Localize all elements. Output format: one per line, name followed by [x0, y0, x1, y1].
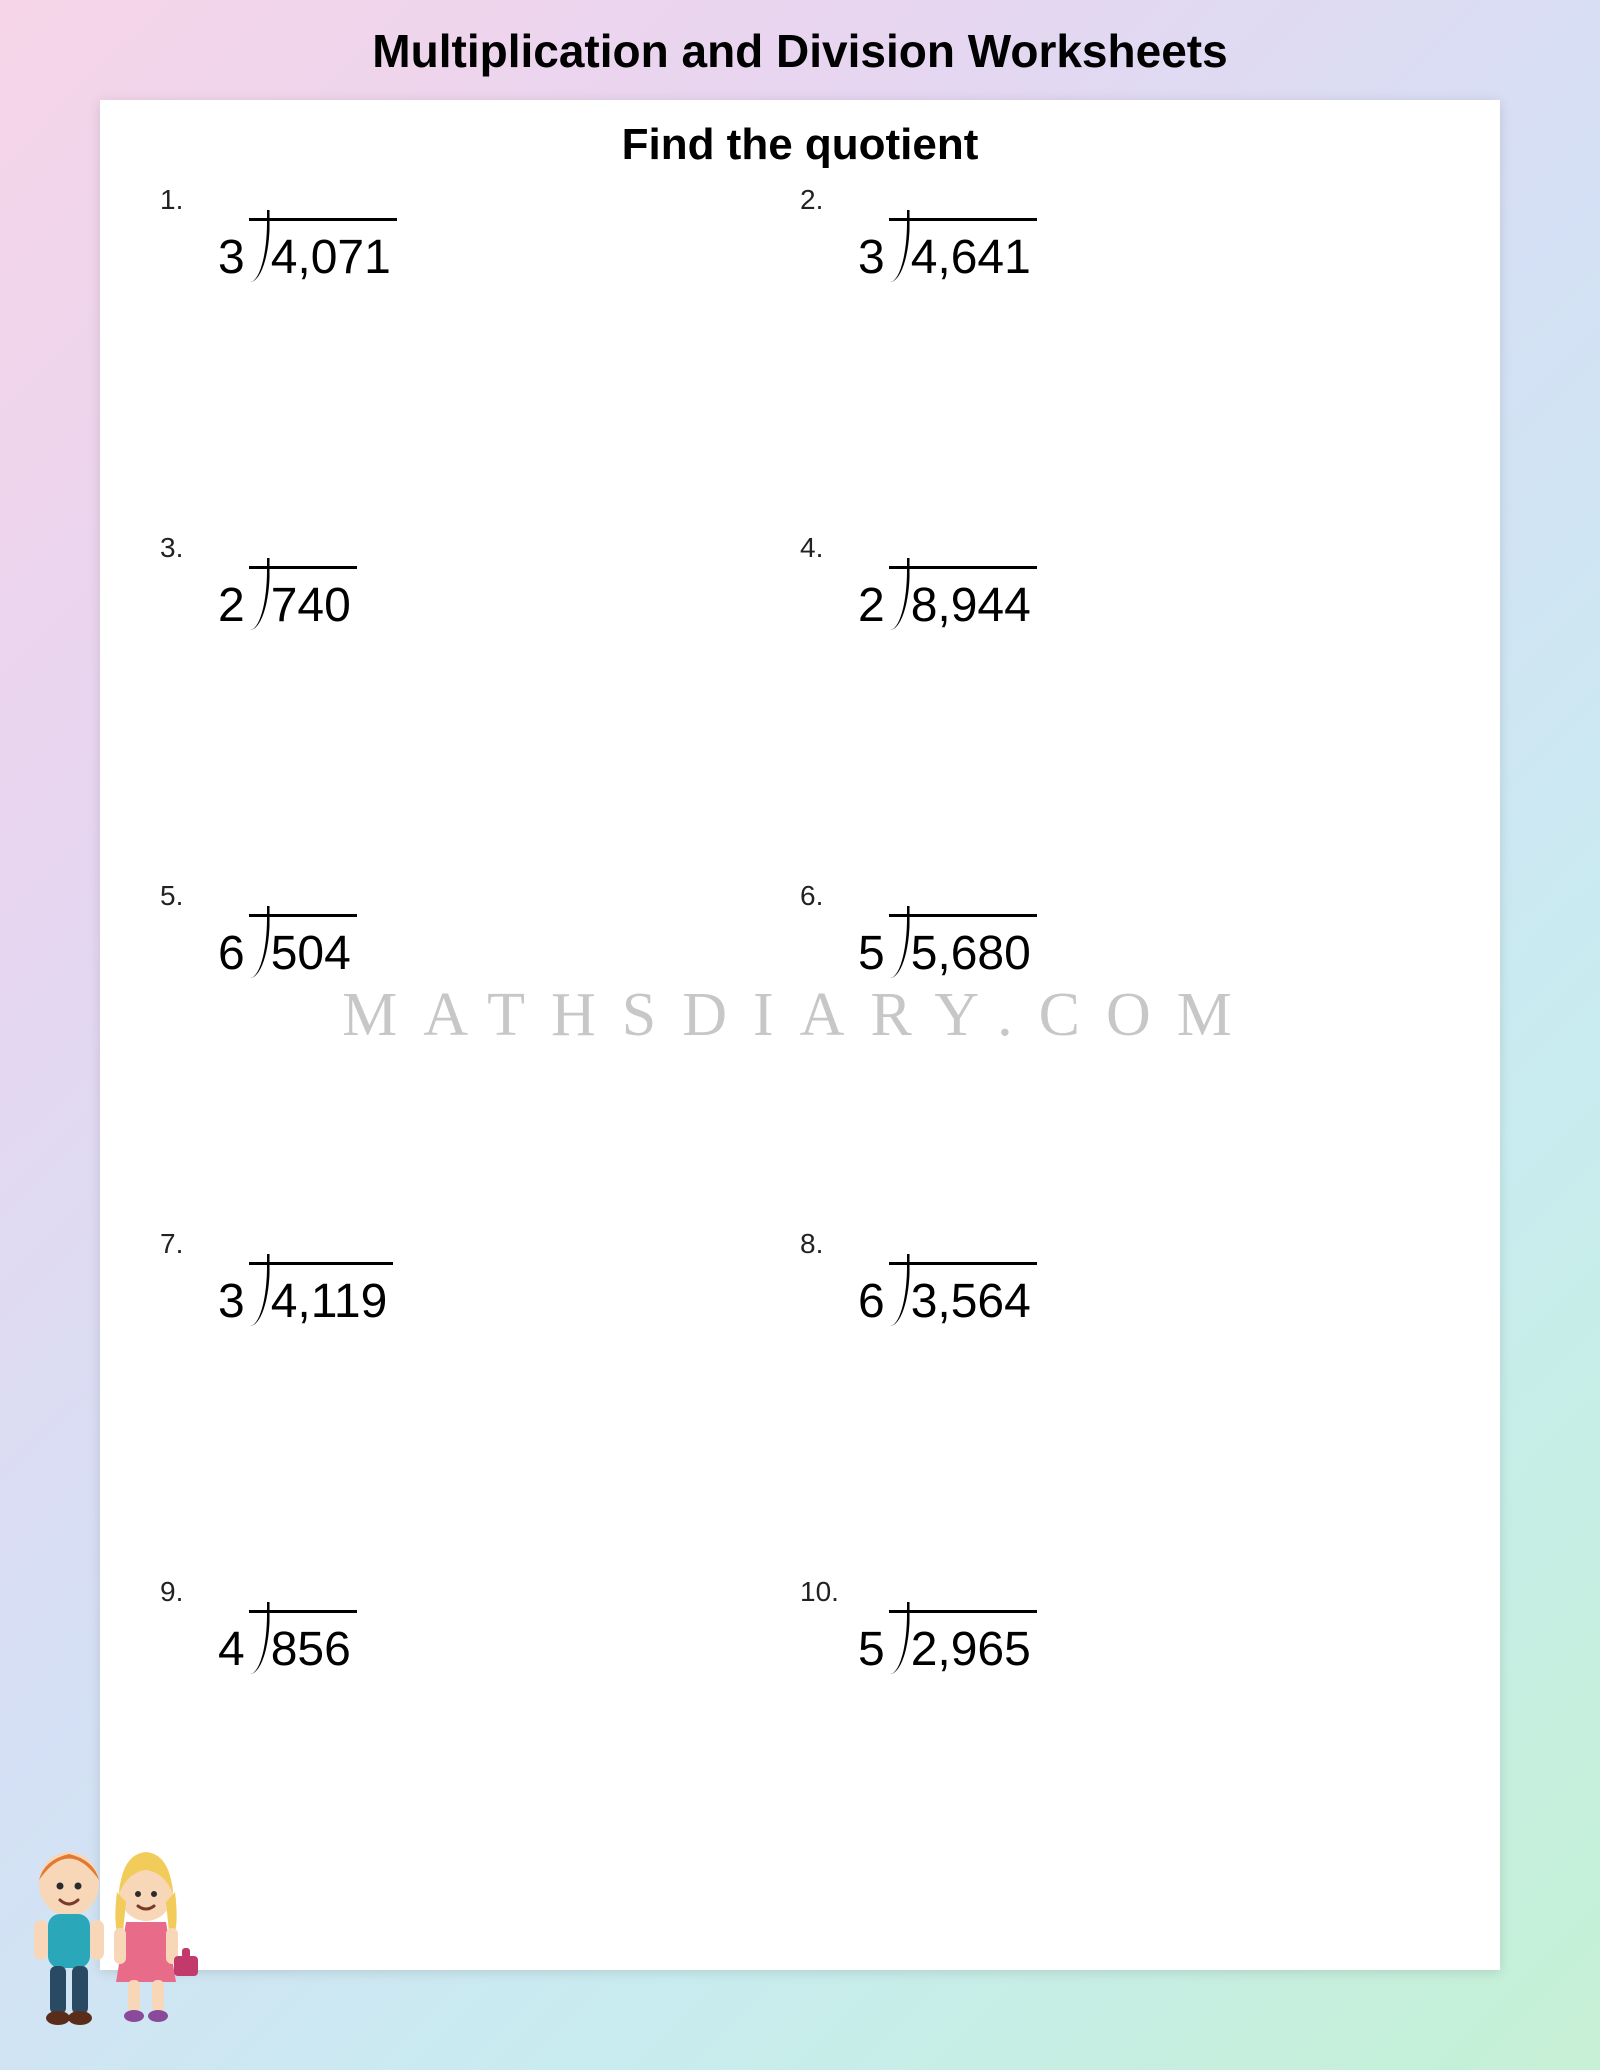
- problem-5: 5. 6 504: [160, 876, 800, 1224]
- problem-number: 10.: [800, 1576, 839, 1608]
- divisor: 3: [218, 1262, 249, 1326]
- long-division: 3 4,641: [858, 218, 1037, 282]
- dividend: 4,641: [889, 218, 1037, 282]
- divisor: 5: [858, 1610, 889, 1674]
- problem-8: 8. 6 3,564: [800, 1224, 1440, 1572]
- dividend: 5,680: [889, 914, 1037, 978]
- problem-4: 4. 2 8,944: [800, 528, 1440, 876]
- problem-7: 7. 3 4,119: [160, 1224, 800, 1572]
- worksheet-sheet: Find the quotient MATHSDIARY.COM 1. 3 4,…: [100, 100, 1500, 1970]
- divisor: 2: [218, 566, 249, 630]
- problem-number: 5.: [160, 880, 183, 912]
- problem-number: 7.: [160, 1228, 183, 1260]
- page-title: Multiplication and Division Worksheets: [0, 24, 1600, 78]
- long-division: 6 3,564: [858, 1262, 1037, 1326]
- divisor: 6: [858, 1262, 889, 1326]
- divisor: 5: [858, 914, 889, 978]
- worksheet-subtitle: Find the quotient: [160, 120, 1440, 170]
- divisor: 2: [858, 566, 889, 630]
- dividend: 4,071: [249, 218, 397, 282]
- problem-6: 6. 5 5,680: [800, 876, 1440, 1224]
- long-division: 2 740: [218, 566, 357, 630]
- long-division: 5 5,680: [858, 914, 1037, 978]
- long-division: 3 4,119: [218, 1262, 393, 1326]
- problem-number: 6.: [800, 880, 823, 912]
- long-division: 3 4,071: [218, 218, 397, 282]
- divisor: 3: [858, 218, 889, 282]
- problem-grid: 1. 3 4,071 2. 3 4,641 3. 2 740: [160, 180, 1440, 1920]
- problem-1: 1. 3 4,071: [160, 180, 800, 528]
- problem-9: 9. 4 856: [160, 1572, 800, 1920]
- problem-3: 3. 2 740: [160, 528, 800, 876]
- dividend: 8,944: [889, 566, 1037, 630]
- problem-number: 3.: [160, 532, 183, 564]
- problem-number: 9.: [160, 1576, 183, 1608]
- long-division: 6 504: [218, 914, 357, 978]
- divisor: 6: [218, 914, 249, 978]
- problem-number: 2.: [800, 184, 823, 216]
- problem-number: 1.: [160, 184, 183, 216]
- kids-illustration-icon: [14, 1832, 214, 2052]
- problem-number: 4.: [800, 532, 823, 564]
- problem-number: 8.: [800, 1228, 823, 1260]
- divisor: 3: [218, 218, 249, 282]
- dividend: 4,119: [249, 1262, 394, 1326]
- long-division: 4 856: [218, 1610, 357, 1674]
- problem-10: 10. 5 2,965: [800, 1572, 1440, 1920]
- dividend: 3,564: [889, 1262, 1037, 1326]
- long-division: 2 8,944: [858, 566, 1037, 630]
- problem-2: 2. 3 4,641: [800, 180, 1440, 528]
- dividend: 2,965: [889, 1610, 1037, 1674]
- long-division: 5 2,965: [858, 1610, 1037, 1674]
- divisor: 4: [218, 1610, 249, 1674]
